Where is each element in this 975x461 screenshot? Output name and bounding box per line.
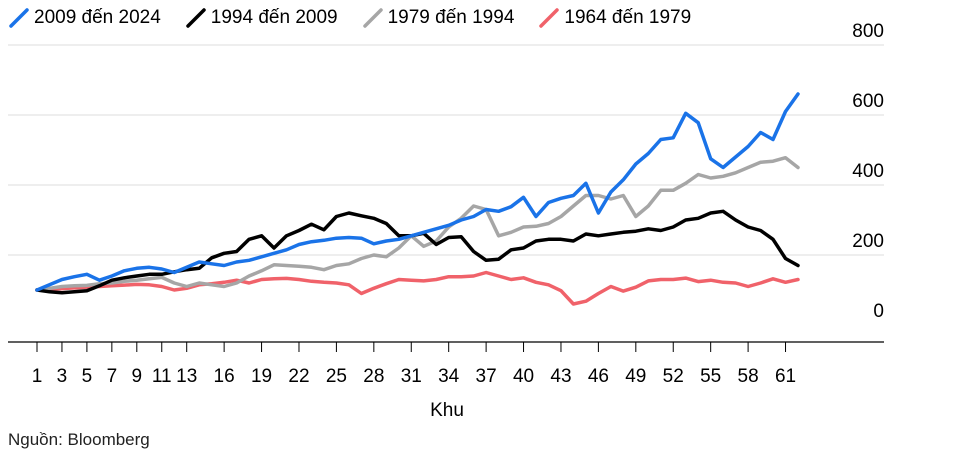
- x-tick-label: 31: [401, 366, 422, 387]
- legend-label: 1964 đến 1979: [564, 7, 692, 28]
- legend-item: 1979 đến 1994: [362, 7, 515, 29]
- legend-swatch: [186, 8, 206, 28]
- x-tick-label: 58: [738, 366, 759, 387]
- x-tick-label: 37: [476, 366, 497, 387]
- x-tick-label: 40: [513, 366, 534, 387]
- y-tick-label: 400: [852, 161, 884, 182]
- x-tick-label: 3: [57, 366, 68, 387]
- legend-label: 1994 đến 2009: [210, 7, 338, 28]
- series-line: [35, 155, 800, 292]
- x-tick-label: 49: [625, 366, 646, 387]
- source-note: Nguồn: Bloomberg: [8, 430, 150, 449]
- x-tick-label: 34: [438, 366, 460, 387]
- legend-item: 1994 đến 2009: [185, 7, 338, 29]
- legend-label: 1979 đến 1994: [387, 7, 515, 28]
- x-tick-label: 28: [363, 366, 384, 387]
- y-tick-label: 200: [852, 231, 884, 252]
- legend-swatch: [9, 8, 29, 28]
- x-tick-label: 55: [700, 366, 721, 387]
- x-tick-label: 22: [288, 366, 309, 387]
- y-tick-label: 800: [852, 21, 884, 42]
- x-tick-label: 13: [176, 366, 197, 387]
- y-tick-label: 0: [873, 301, 884, 322]
- x-tick-label: 43: [550, 366, 571, 387]
- x-tick-label: 61: [775, 366, 796, 387]
- x-tick-label: 5: [82, 366, 93, 387]
- y-tick-label: 600: [852, 91, 884, 112]
- legend-swatch: [539, 8, 560, 28]
- x-tick-label: 7: [107, 366, 118, 387]
- x-tick-label: 9: [132, 366, 143, 387]
- x-tick-label: 1: [32, 366, 43, 387]
- legend: 2009 đến 2024 1994 đến 2009 1979 đến 1994 1…: [8, 4, 715, 32]
- legend-swatch: [362, 8, 383, 28]
- legend-label: 2009 đến 2024: [34, 7, 161, 28]
- x-tick-label: 16: [214, 366, 235, 387]
- legend-item: 2009 đến 2024: [8, 7, 161, 29]
- x-tick-label: 25: [326, 366, 347, 387]
- x-tick-label: 52: [663, 366, 684, 387]
- series-line: [35, 92, 800, 292]
- x-tick-label: 11: [152, 366, 172, 387]
- x-tick-label: 19: [251, 366, 272, 387]
- x-tick-label: 46: [588, 366, 609, 387]
- series-line: [35, 270, 800, 306]
- x-axis-label: Khu: [430, 400, 464, 421]
- legend-item: 1964 đến 1979: [538, 7, 691, 29]
